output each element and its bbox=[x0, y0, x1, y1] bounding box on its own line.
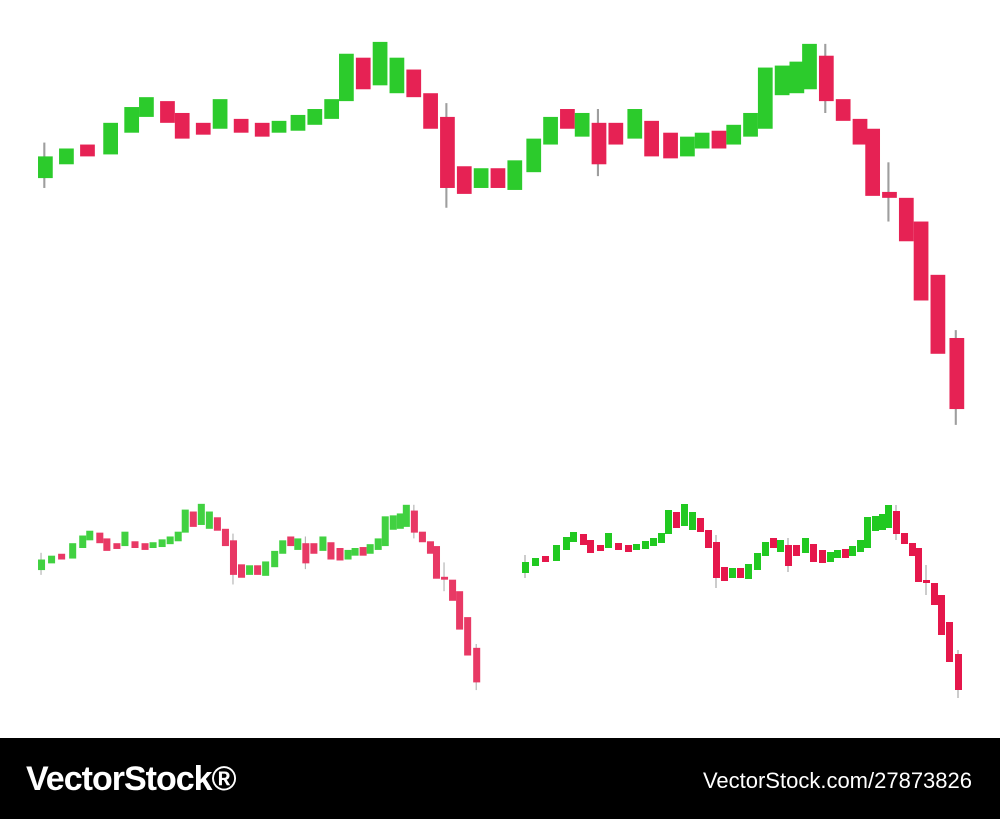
footer-bar bbox=[0, 738, 1000, 819]
small-mosaic-chart bbox=[37, 503, 481, 691]
footer-logo: VectorStock® bbox=[26, 760, 237, 798]
footer-url: VectorStock.com/27873826 bbox=[703, 768, 972, 793]
large-mosaic-chart bbox=[36, 40, 966, 426]
candlestick-chart bbox=[521, 503, 963, 699]
